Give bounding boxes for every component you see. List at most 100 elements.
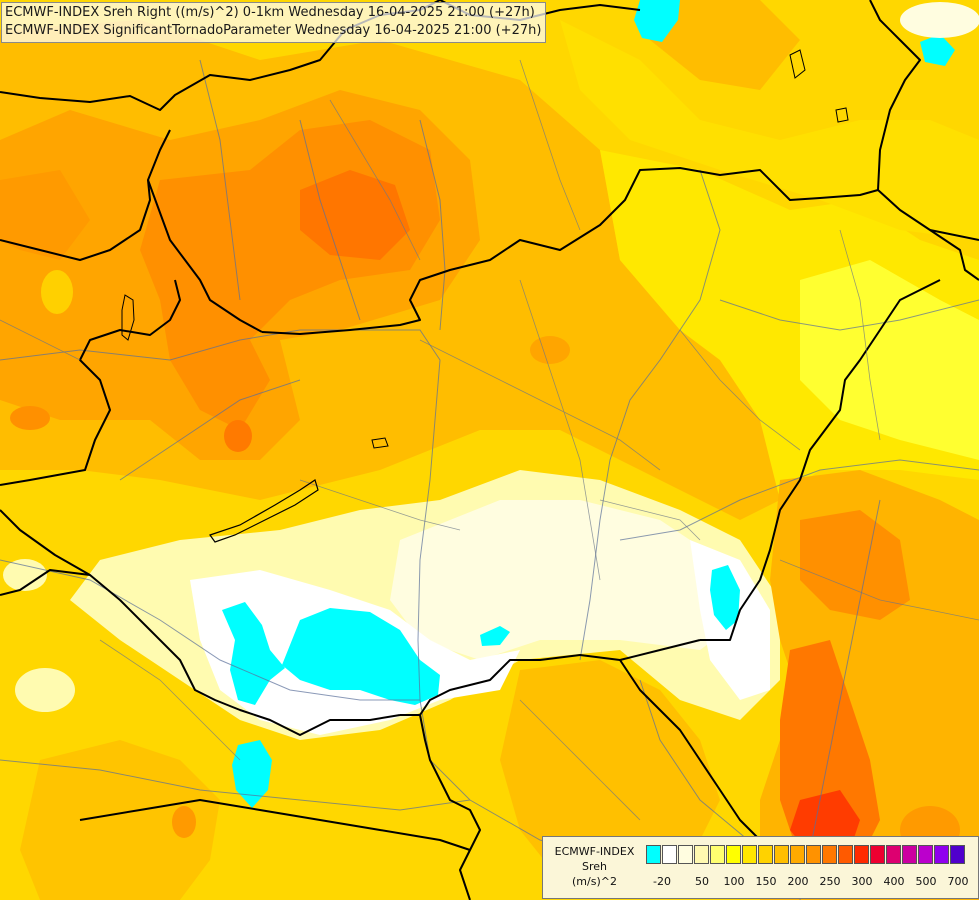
field-orange-southeast-dark bbox=[800, 510, 910, 620]
legend-swatch bbox=[886, 845, 901, 864]
field-orange-southwest bbox=[20, 740, 220, 900]
field-cyan-small-south bbox=[480, 626, 510, 646]
river-somes bbox=[719, 299, 979, 331]
legend-swatch bbox=[934, 845, 949, 864]
lake-neusiedl bbox=[121, 294, 135, 341]
legend-subtitle: Sreh bbox=[581, 860, 607, 873]
border-croatia-bosnia bbox=[79, 799, 471, 900]
admin-serbia-1 bbox=[519, 699, 641, 821]
river-danube bbox=[0, 329, 621, 861]
admin-slovakia-1 bbox=[329, 99, 421, 261]
border-hungary-romania bbox=[877, 189, 979, 281]
lake-small-northeast bbox=[789, 49, 806, 79]
admin-romania-2 bbox=[779, 559, 979, 621]
legend-swatch bbox=[678, 845, 693, 864]
field-cyan-north bbox=[634, 0, 680, 42]
river-mures bbox=[619, 459, 979, 541]
legend-title: ECMWF-INDEX bbox=[554, 845, 635, 858]
legend-swatch bbox=[822, 845, 837, 864]
border-croatia-serbia bbox=[419, 714, 481, 851]
legend-tick-label: 300 bbox=[851, 875, 873, 888]
legend-tick-label: 200 bbox=[787, 875, 809, 888]
field-hotspot-far-west bbox=[10, 406, 50, 430]
field-cyan-south-lower bbox=[232, 740, 272, 808]
map-title-line-1: ECMWF-INDEX Sreh Right ((m/s)^2) 0-1km W… bbox=[5, 5, 535, 20]
color-legend: ECMWF-INDEX Sreh (m/s)^2 -20 50 100 150 200 2… bbox=[542, 836, 979, 899]
map-title-line-2: ECMWF-INDEX SignificantTornadoParameter … bbox=[5, 23, 542, 38]
admin-hungary-5 bbox=[599, 499, 701, 541]
river-tisza bbox=[579, 169, 721, 661]
legend-swatch bbox=[710, 845, 725, 864]
field-orange-deeper bbox=[300, 170, 410, 260]
admin-hungary-3 bbox=[299, 479, 461, 531]
admin-croatia-1 bbox=[99, 639, 241, 761]
legend-swatch bbox=[902, 845, 917, 864]
river-sava bbox=[0, 759, 471, 811]
admin-hungary-4 bbox=[679, 329, 801, 451]
field-hotspot-southwest bbox=[172, 806, 196, 838]
border-slovakia-hungary bbox=[261, 167, 879, 335]
field-yellow-east-light bbox=[800, 260, 979, 460]
legend-swatch bbox=[726, 845, 741, 864]
legend-tick-label: 400 bbox=[883, 875, 905, 888]
lake-balaton bbox=[209, 479, 319, 543]
field-orange-patch-center bbox=[530, 336, 570, 364]
legend-swatch bbox=[742, 845, 757, 864]
field-cyan-northeast bbox=[920, 34, 955, 66]
legend-tick-label: 150 bbox=[755, 875, 777, 888]
admin-austria-1 bbox=[0, 319, 81, 361]
lake-small-center bbox=[371, 437, 389, 449]
legend-tick-label: 700 bbox=[947, 875, 969, 888]
rivers bbox=[0, 59, 979, 900]
legend-swatch bbox=[662, 845, 677, 864]
field-cyan-south-main bbox=[282, 608, 440, 705]
legend-swatches bbox=[646, 845, 966, 864]
map-title-box: ECMWF-INDEX Sreh Right ((m/s)^2) 0-1km W… bbox=[1, 2, 547, 43]
border-slovenia-croatia bbox=[0, 569, 91, 596]
river-morava bbox=[199, 59, 241, 301]
river-olt bbox=[799, 499, 881, 900]
border-czech-austria bbox=[0, 129, 171, 261]
legend-tick-label: -20 bbox=[653, 875, 671, 888]
field-pale-central-lighter bbox=[390, 500, 740, 660]
legend-swatch bbox=[806, 845, 821, 864]
legend-tick-label: 50 bbox=[695, 875, 709, 888]
river-vah bbox=[299, 119, 361, 321]
border-hungary-croatia bbox=[0, 509, 401, 736]
border-slovakia-austria bbox=[147, 179, 263, 333]
border-ukraine-poland bbox=[869, 0, 921, 191]
legend-ticks: -20 50 100 150 200 250 300 400 500 700 bbox=[646, 875, 971, 889]
border-romania-ukraine-south bbox=[929, 229, 979, 241]
admin-boundaries bbox=[0, 59, 979, 821]
field-cyan-southeast bbox=[710, 565, 740, 630]
legend-swatch bbox=[790, 845, 805, 864]
legend-swatch bbox=[646, 845, 661, 864]
field-cyan-south-west bbox=[222, 602, 285, 705]
field-yellow-patch-west bbox=[41, 270, 73, 314]
legend-tick-label: 100 bbox=[723, 875, 745, 888]
lake-small-northeast-2 bbox=[835, 107, 849, 123]
legend-swatch bbox=[870, 845, 885, 864]
legend-swatch bbox=[950, 845, 965, 864]
legend-swatch bbox=[854, 845, 869, 864]
legend-title-block: ECMWF-INDEX Sreh (m/s)^2 bbox=[547, 844, 642, 889]
border-hungary-romania-east bbox=[700, 279, 941, 641]
field-pale-southwest bbox=[15, 668, 75, 712]
admin-romania-1 bbox=[839, 229, 881, 441]
border-hungary-serbia bbox=[400, 639, 701, 716]
river-drava bbox=[0, 559, 420, 701]
legend-swatch bbox=[918, 845, 933, 864]
field-hotspot-west bbox=[224, 420, 252, 452]
legend-swatch bbox=[694, 845, 709, 864]
admin-slovakia-2 bbox=[519, 59, 581, 231]
admin-hungary-2 bbox=[519, 279, 601, 581]
legend-swatch bbox=[838, 845, 853, 864]
legend-tick-label: 500 bbox=[915, 875, 937, 888]
river-hron bbox=[419, 119, 446, 331]
field-orange-west bbox=[0, 170, 90, 260]
field-pale-west bbox=[3, 559, 47, 591]
legend-tick-label: 250 bbox=[819, 875, 841, 888]
field-pale-northeast bbox=[900, 2, 979, 38]
legend-swatch bbox=[758, 845, 773, 864]
